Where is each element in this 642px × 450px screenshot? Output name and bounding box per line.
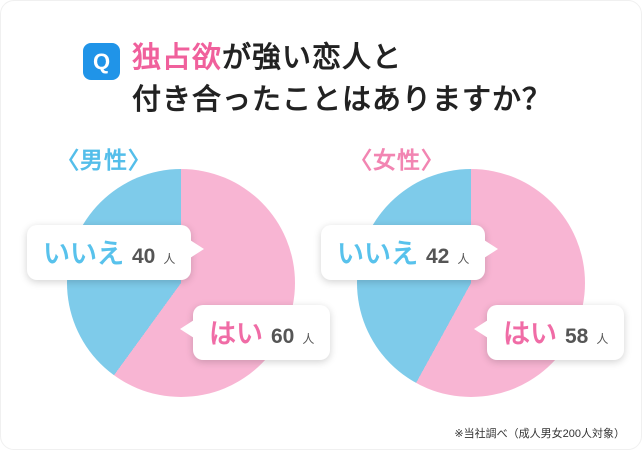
callout-women-no: いいえ 42 人: [321, 225, 499, 280]
callout-men-yes-value: 60: [271, 325, 295, 348]
callout-women-no-value: 42: [426, 245, 450, 268]
question-icon-letter: Q: [92, 48, 111, 74]
callout-men-no-unit: 人: [163, 252, 176, 266]
title-line2: 付き合ったことはありますか？: [132, 84, 553, 116]
survey-footnote: ※当社調べ（成人男女200人対象）: [454, 428, 625, 440]
chart-header-women: 〈女性〉: [349, 147, 445, 173]
callout-men-yes-unit: 人: [302, 332, 315, 346]
title-line1-rest: が強い恋人と: [222, 42, 403, 74]
question-icon: Q: [83, 43, 120, 80]
callout-men-no-value: 40: [132, 245, 156, 268]
page-title: 独占欲が強い恋人と 付き合ったことはありますか？: [132, 37, 552, 121]
pie-chart-men: [67, 169, 295, 397]
callout-women-no-unit: 人: [457, 252, 470, 266]
callout-women-yes-label: はい: [503, 319, 557, 349]
pie-chart-women: [357, 169, 585, 397]
callout-women-yes-value: 58: [565, 325, 589, 348]
callout-women-yes-unit: 人: [596, 332, 609, 346]
callout-men-no-label: いいえ: [43, 239, 124, 269]
callout-men-no: いいえ 40 人: [27, 225, 205, 280]
callout-men-yes-label: はい: [209, 319, 263, 349]
callout-women-no-label: いいえ: [337, 239, 418, 269]
callout-women-yes: はい 58 人: [473, 305, 625, 360]
title-line1: 独占欲が強い恋人と: [132, 42, 402, 74]
callout-men-yes: はい 60 人: [179, 305, 331, 360]
chart-header-men: 〈男性〉: [56, 147, 152, 173]
title-accent: 独占欲: [132, 42, 223, 74]
